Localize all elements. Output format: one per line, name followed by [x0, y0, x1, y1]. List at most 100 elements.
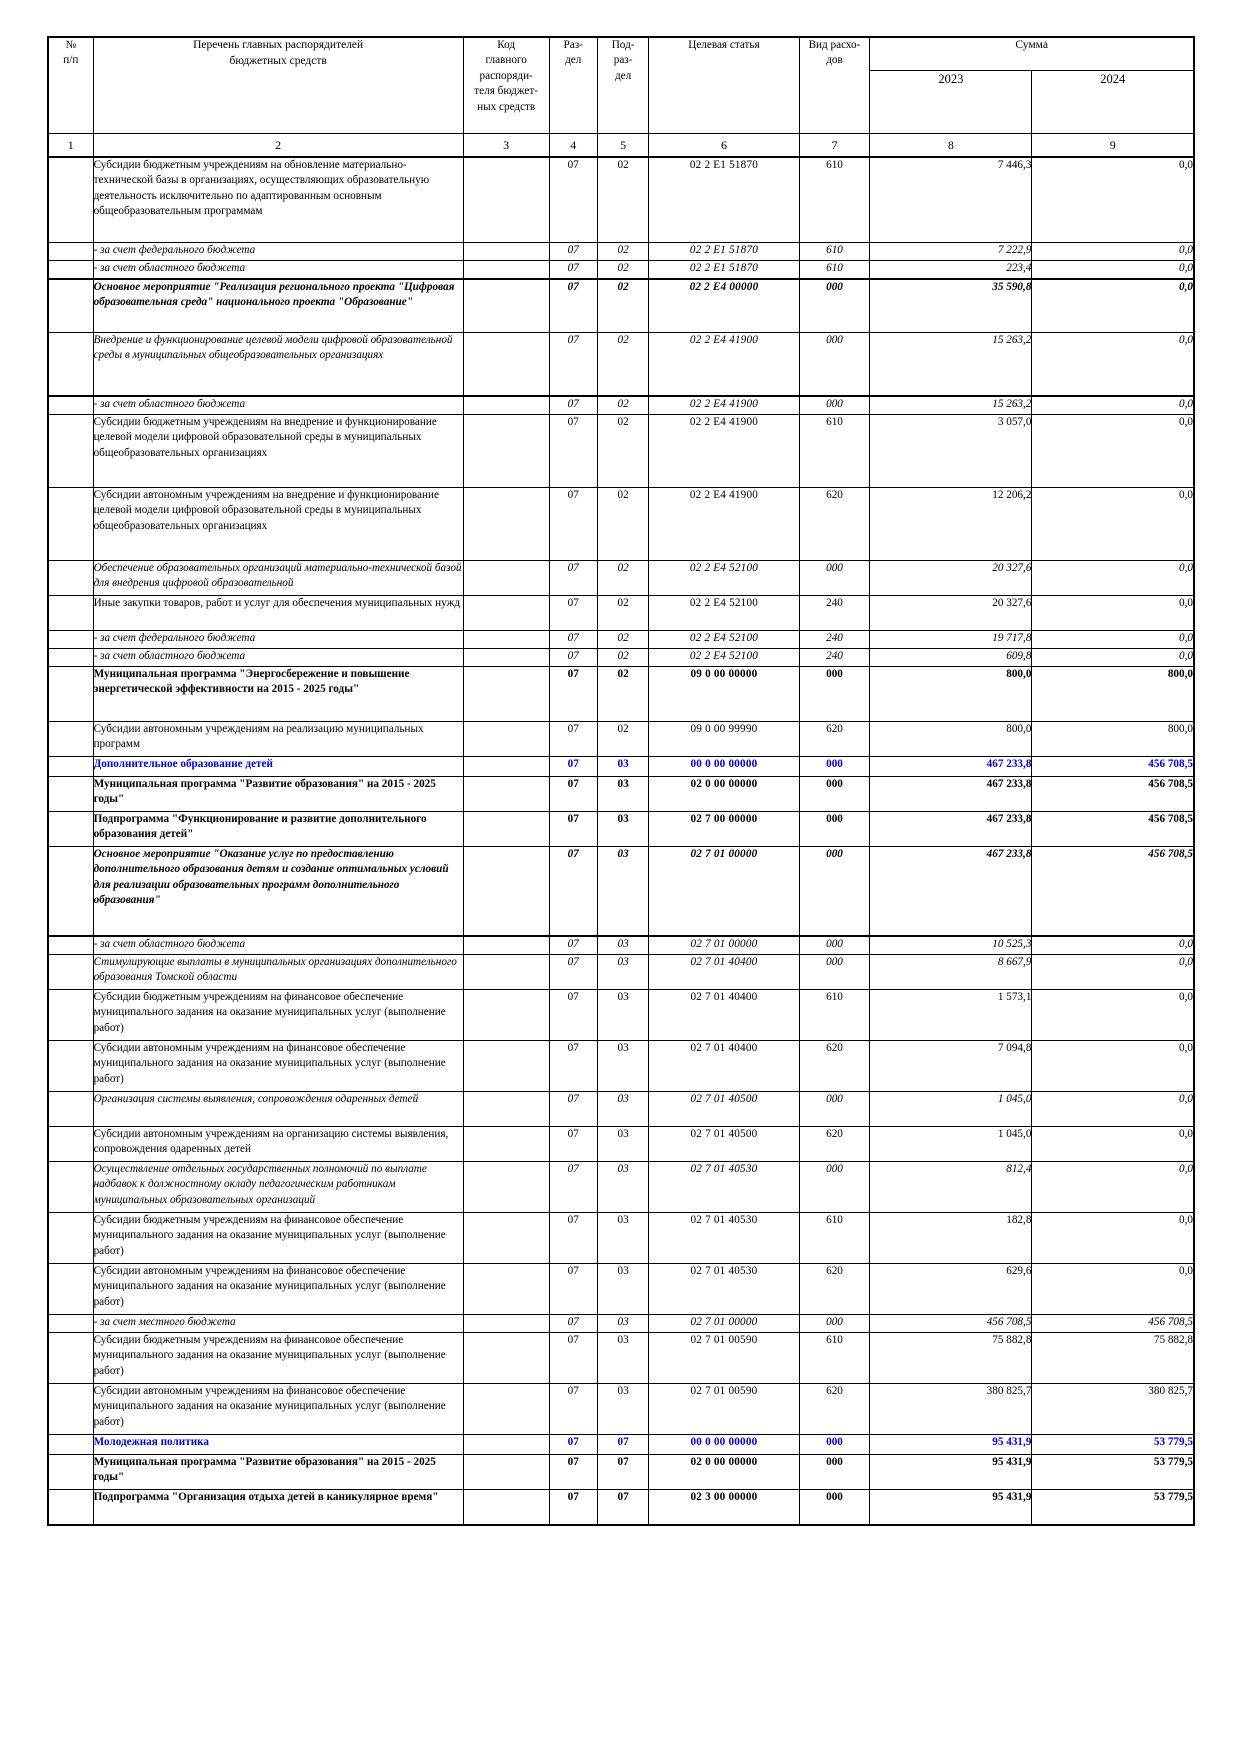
cell-recipient-name: Муниципальная программа "Развитие образо…	[92, 1454, 464, 1490]
cell-recipient-name: Субсидии бюджетным учреждениям на финанс…	[92, 1332, 464, 1384]
table-row[interactable]: Субсидии автономным учреждениям на орган…	[47, 1126, 1195, 1162]
table-row[interactable]: Муниципальная программа "Развитие образо…	[47, 1454, 1195, 1490]
cell-podrazdel: 02	[596, 395, 650, 415]
table-row[interactable]: Субсидии автономным учреждениям на внедр…	[47, 487, 1195, 561]
cell-podrazdel: 03	[596, 1161, 650, 1213]
cell-expense-type: 000	[798, 1454, 871, 1490]
cell-recipient-name: Субсидии автономным учреждениям на финан…	[92, 1383, 464, 1435]
table-row[interactable]: Стимулирующие выплаты в муниципальных ор…	[47, 954, 1195, 990]
cell-sum-2023: 15 263,2	[869, 395, 1033, 415]
cell-row-number	[47, 1126, 94, 1162]
table-row[interactable]: Субсидии бюджетным учреждениям на финанс…	[47, 1332, 1195, 1384]
table-header: № п/п Перечень главных распорядителей бю…	[47, 36, 1195, 158]
cell-razdel: 07	[548, 242, 598, 261]
table-row[interactable]: Молодежная политика 07 07 00 0 00 00000 000 9…	[47, 1434, 1195, 1455]
cell-expense-type: 000	[798, 1161, 871, 1213]
cell-razdel: 07	[548, 989, 598, 1041]
table-row[interactable]: Муниципальная программа "Развитие образо…	[47, 776, 1195, 812]
cell-admin-code	[462, 278, 550, 333]
table-row[interactable]: Иные закупки товаров, работ и услуг для …	[47, 595, 1195, 631]
cell-admin-code	[462, 487, 550, 561]
cell-podrazdel: 02	[596, 156, 650, 243]
table-row[interactable]: - за счет федерального бюджета 07 02 02 2 Е…	[47, 242, 1195, 261]
cell-razdel: 07	[548, 278, 598, 333]
cell-podrazdel: 03	[596, 756, 650, 777]
cell-admin-code	[462, 846, 550, 937]
cell-expense-type: 000	[798, 1314, 871, 1333]
table-row[interactable]: Субсидии бюджетным учреждениям на финанс…	[47, 1212, 1195, 1264]
cell-podrazdel: 02	[596, 278, 650, 333]
cell-row-number	[47, 1489, 94, 1526]
table-row[interactable]: Субсидии бюджетным учреждениям на финанс…	[47, 989, 1195, 1041]
cell-razdel: 07	[548, 630, 598, 649]
cell-row-number	[47, 666, 94, 722]
cell-sum-2024: 0,0	[1031, 595, 1195, 631]
cell-sum-2024: 0,0	[1031, 278, 1195, 333]
table-row[interactable]: Основное мероприятие "Реализация региона…	[47, 278, 1195, 333]
table-row[interactable]: - за счет областного бюджета 07 03 02 7 01 …	[47, 935, 1195, 955]
table-row[interactable]: Основное мероприятие "Оказание услуг по …	[47, 846, 1195, 937]
cell-row-number	[47, 1091, 94, 1127]
column-number-6: 6	[648, 133, 800, 158]
cell-target-article: 02 2 Е1 51870	[648, 156, 800, 243]
header-cell-year-2024: 2024	[1031, 70, 1195, 134]
table-row[interactable]: Субсидии автономным учреждениям на финан…	[47, 1383, 1195, 1435]
cell-sum-2023: 380 825,7	[869, 1383, 1033, 1435]
cell-expense-type: 000	[798, 846, 871, 937]
table-row[interactable]: Субсидии автономным учреждениям на финан…	[47, 1263, 1195, 1315]
cell-sum-2024: 0,0	[1031, 648, 1195, 667]
table-row[interactable]: Подпрограмма "Организация отдыха детей в…	[47, 1489, 1195, 1526]
cell-expense-type: 240	[798, 630, 871, 649]
table-row[interactable]: Субсидии автономным учреждениям на реали…	[47, 721, 1195, 757]
cell-target-article: 02 7 01 40500	[648, 1091, 800, 1127]
table-row[interactable]: Внедрение и функционирование целевой мод…	[47, 332, 1195, 397]
cell-row-number	[47, 487, 94, 561]
cell-expense-type: 000	[798, 332, 871, 397]
cell-row-number	[47, 414, 94, 488]
cell-expense-type: 000	[798, 1489, 871, 1526]
cell-recipient-name: Основное мероприятие "Реализация региона…	[92, 278, 464, 333]
table-row[interactable]: Муниципальная программа "Энергосбережени…	[47, 666, 1195, 722]
table-row[interactable]: - за счет федерального бюджета 07 02 02 2 Е…	[47, 630, 1195, 649]
table-row[interactable]: Осуществление отдельных государственных …	[47, 1161, 1195, 1213]
table-row[interactable]: Подпрограмма "Функционирование и развити…	[47, 811, 1195, 847]
cell-row-number	[47, 989, 94, 1041]
cell-admin-code	[462, 666, 550, 722]
cell-razdel: 07	[548, 1489, 598, 1526]
table-row[interactable]: Субсидии автономным учреждениям на финан…	[47, 1040, 1195, 1092]
cell-target-article: 02 2 Е4 41900	[648, 395, 800, 415]
cell-podrazdel: 02	[596, 414, 650, 488]
table-row[interactable]: - за счет областного бюджета 07 02 02 2 Е4 …	[47, 395, 1195, 415]
cell-sum-2024: 0,0	[1031, 1040, 1195, 1092]
cell-target-article: 02 2 Е4 52100	[648, 648, 800, 667]
cell-sum-2023: 10 525,3	[869, 935, 1033, 955]
table-row[interactable]: Обеспечение образовательных организаций …	[47, 560, 1195, 596]
cell-target-article: 02 7 01 00000	[648, 846, 800, 937]
cell-recipient-name: - за счет областного бюджета	[92, 935, 464, 955]
table-row[interactable]: Субсидии бюджетным учреждениям на обновл…	[47, 156, 1195, 243]
table-row[interactable]: Дополнительное образование детей 07 03 00 0…	[47, 756, 1195, 777]
table-row[interactable]: - за счет областного бюджета 07 02 02 2 Е4 …	[47, 648, 1195, 667]
table-row[interactable]: Организация системы выявления, сопровожд…	[47, 1091, 1195, 1127]
column-number-4: 4	[548, 133, 598, 158]
cell-sum-2023: 35 590,8	[869, 278, 1033, 333]
cell-podrazdel: 02	[596, 648, 650, 667]
table-row[interactable]: - за счет местного бюджета 07 03 02 7 01 00…	[47, 1314, 1195, 1333]
cell-recipient-name: Подпрограмма "Организация отдыха детей в…	[92, 1489, 464, 1526]
cell-sum-2023: 8 667,9	[869, 954, 1033, 990]
table-row[interactable]: - за счет областного бюджета 07 02 02 2 Е1 …	[47, 260, 1195, 280]
table-row[interactable]: Субсидии бюджетным учреждениям на внедре…	[47, 414, 1195, 488]
header-code-line4: теля бюджет-	[474, 85, 539, 98]
cell-row-number	[47, 242, 94, 261]
cell-sum-2024: 0,0	[1031, 260, 1195, 280]
column-number-3: 3	[462, 133, 550, 158]
cell-recipient-name: - за счет областного бюджета	[92, 648, 464, 667]
cell-razdel: 07	[548, 954, 598, 990]
cell-razdel: 07	[548, 1383, 598, 1435]
cell-sum-2023: 223,4	[869, 260, 1033, 280]
cell-sum-2024: 0,0	[1031, 332, 1195, 397]
cell-razdel: 07	[548, 756, 598, 777]
cell-recipient-name: Субсидии автономным учреждениям на финан…	[92, 1040, 464, 1092]
cell-admin-code	[462, 332, 550, 397]
cell-row-number	[47, 156, 94, 243]
